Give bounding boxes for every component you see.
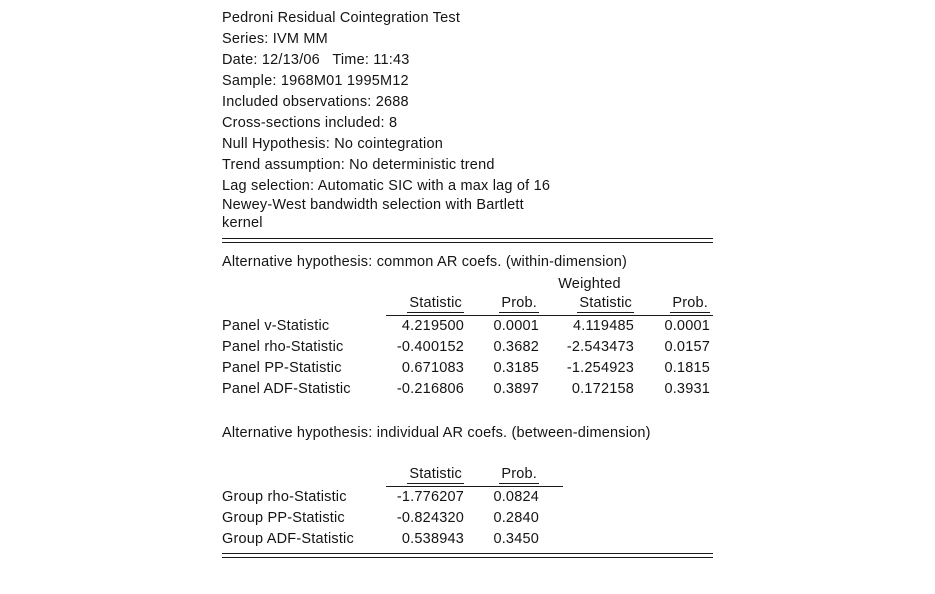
header-line-date-time: Date: 12/13/06 Time: 11:43 xyxy=(222,52,410,68)
top-double-rule xyxy=(222,238,713,243)
report: Pedroni Residual Cointegration Test Seri… xyxy=(222,8,713,558)
prob-value: 0.0824 xyxy=(493,489,539,505)
row-panel-pp: Panel PP-Statistic 0.671083 0.3185 -1.25… xyxy=(222,358,713,379)
header-line-observations: Included observations: 2688 xyxy=(222,94,409,110)
row-label: Panel v-Statistic xyxy=(222,317,330,334)
spacer-cell xyxy=(542,465,563,487)
column-header-statistic: Statistic xyxy=(407,466,464,485)
weighted-statistic-value: -1.254923 xyxy=(566,360,634,376)
prob-value: 0.3185 xyxy=(493,360,539,376)
row-label: Group PP-Statistic xyxy=(222,510,345,526)
header-line-bandwidth: Newey-West bandwidth selection with Bart… xyxy=(222,197,524,213)
prob-value: 0.3682 xyxy=(493,339,539,355)
spacer-cell xyxy=(637,273,713,294)
column-header-weighted-statistic: Statistic xyxy=(577,295,634,314)
row-panel-adf: Panel ADF-Statistic -0.216806 0.3897 0.1… xyxy=(222,379,713,400)
row-panel-v: Panel v-Statistic 4.219500 0.0001 4.1194… xyxy=(222,315,713,337)
statistic-value: -0.216806 xyxy=(396,381,464,397)
between-dimension-table: Statistic Prob. Group rho-Statistic -1.7… xyxy=(222,465,563,550)
weighted-prob-value: 0.0001 xyxy=(664,318,710,334)
weighted-prob-value: 0.1815 xyxy=(664,360,710,376)
weighted-group-row: Weighted xyxy=(222,273,713,294)
column-header-cell: Prob. xyxy=(467,465,542,487)
statistic-value: -0.400152 xyxy=(396,339,464,355)
statistic-value: 0.671083 xyxy=(401,360,464,376)
spacer-cell xyxy=(542,529,563,550)
between-dimension-heading: Alternative hypothesis: individual AR co… xyxy=(222,425,651,441)
column-header-cell: Prob. xyxy=(467,294,542,316)
weighted-group-label: Weighted xyxy=(558,275,621,292)
spacer-cell xyxy=(467,273,542,294)
row-label: Group ADF-Statistic xyxy=(222,531,354,547)
row-group-rho: Group rho-Statistic -1.776207 0.0824 xyxy=(222,486,563,508)
header-line-lag-selection: Lag selection: Automatic SIC with a max … xyxy=(222,178,551,194)
column-header-statistic: Statistic xyxy=(407,295,464,314)
spacer-cell xyxy=(222,465,386,486)
within-dimension-heading: Alternative hypothesis: common AR coefs.… xyxy=(222,254,628,270)
weighted-prob-value: 0.3931 xyxy=(664,381,710,397)
header-line-series: Series: IVM MM xyxy=(222,31,328,47)
header-line-null-hypothesis: Null Hypothesis: No cointegration xyxy=(222,136,443,152)
statistic-value: -1.776207 xyxy=(396,489,464,505)
weighted-statistic-value: -2.543473 xyxy=(566,339,634,355)
row-label: Group rho-Statistic xyxy=(222,488,347,505)
prob-value: 0.0001 xyxy=(493,318,539,334)
row-label: Panel PP-Statistic xyxy=(222,360,342,376)
column-header-prob: Prob. xyxy=(499,466,539,485)
prob-value: 0.2840 xyxy=(493,510,539,526)
prob-value: 0.3897 xyxy=(493,381,539,397)
prob-value: 0.3450 xyxy=(493,531,539,547)
spacer-cell xyxy=(386,273,467,294)
statistic-value: -0.824320 xyxy=(396,510,464,526)
row-panel-rho: Panel rho-Statistic -0.400152 0.3682 -2.… xyxy=(222,337,713,358)
bottom-double-rule xyxy=(222,553,713,558)
within-dimension-table: Weighted Statistic Prob. Statistic Prob.… xyxy=(222,273,713,400)
statistic-value: 4.219500 xyxy=(401,318,464,334)
row-group-pp: Group PP-Statistic -0.824320 0.2840 xyxy=(222,508,563,529)
column-header-cell: Prob. xyxy=(637,294,713,316)
header-line-cross-sections: Cross-sections included: 8 xyxy=(222,115,398,131)
weighted-statistic-value: 0.172158 xyxy=(571,381,634,397)
column-header-cell: Statistic xyxy=(386,465,467,487)
statistic-value: 0.538943 xyxy=(401,531,464,547)
column-header-row: Statistic Prob. Statistic Prob. xyxy=(222,294,713,316)
spacer-cell xyxy=(222,294,386,315)
spacer-cell xyxy=(542,486,563,508)
row-label: Panel ADF-Statistic xyxy=(222,381,351,397)
header-line-title: Pedroni Residual Cointegration Test xyxy=(222,10,461,26)
column-header-cell: Statistic xyxy=(386,294,467,316)
header-line-trend-assumption: Trend assumption: No deterministic trend xyxy=(222,157,495,173)
spacer-cell xyxy=(222,273,386,294)
header-line-kernel: kernel xyxy=(222,214,263,231)
column-header-prob: Prob. xyxy=(499,295,539,314)
header-line-sample: Sample: 1968M01 1995M12 xyxy=(222,73,409,89)
column-header-weighted-prob: Prob. xyxy=(670,295,710,314)
row-label: Panel rho-Statistic xyxy=(222,339,344,355)
weighted-statistic-value: 4.119485 xyxy=(572,318,634,334)
spacer-cell xyxy=(542,508,563,529)
row-group-adf: Group ADF-Statistic 0.538943 0.3450 xyxy=(222,529,563,550)
weighted-prob-value: 0.0157 xyxy=(664,339,710,355)
column-header-row: Statistic Prob. xyxy=(222,465,563,487)
column-header-cell: Statistic xyxy=(542,294,637,316)
